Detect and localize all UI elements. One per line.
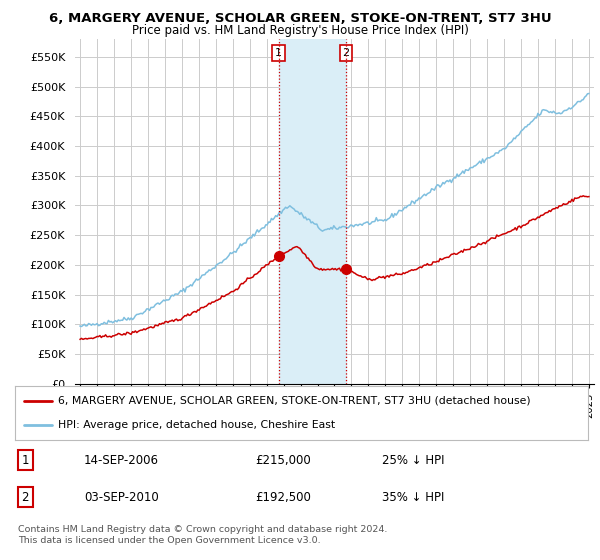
- Text: Contains HM Land Registry data © Crown copyright and database right 2024.
This d: Contains HM Land Registry data © Crown c…: [18, 525, 388, 545]
- Text: £192,500: £192,500: [256, 491, 311, 504]
- Text: 1: 1: [22, 454, 29, 467]
- Text: 2: 2: [343, 48, 349, 58]
- Text: 6, MARGERY AVENUE, SCHOLAR GREEN, STOKE-ON-TRENT, ST7 3HU (detached house): 6, MARGERY AVENUE, SCHOLAR GREEN, STOKE-…: [58, 396, 530, 406]
- Text: 2: 2: [22, 491, 29, 504]
- Text: 03-SEP-2010: 03-SEP-2010: [84, 491, 158, 504]
- Bar: [278, 39, 346, 384]
- Text: 6, MARGERY AVENUE, SCHOLAR GREEN, STOKE-ON-TRENT, ST7 3HU: 6, MARGERY AVENUE, SCHOLAR GREEN, STOKE-…: [49, 12, 551, 25]
- Text: 1: 1: [275, 48, 282, 58]
- Text: 14-SEP-2006: 14-SEP-2006: [84, 454, 159, 467]
- Text: 25% ↓ HPI: 25% ↓ HPI: [382, 454, 444, 467]
- Text: 35% ↓ HPI: 35% ↓ HPI: [382, 491, 444, 504]
- Text: Price paid vs. HM Land Registry's House Price Index (HPI): Price paid vs. HM Land Registry's House …: [131, 24, 469, 36]
- Text: HPI: Average price, detached house, Cheshire East: HPI: Average price, detached house, Ches…: [58, 420, 335, 430]
- Text: £215,000: £215,000: [256, 454, 311, 467]
